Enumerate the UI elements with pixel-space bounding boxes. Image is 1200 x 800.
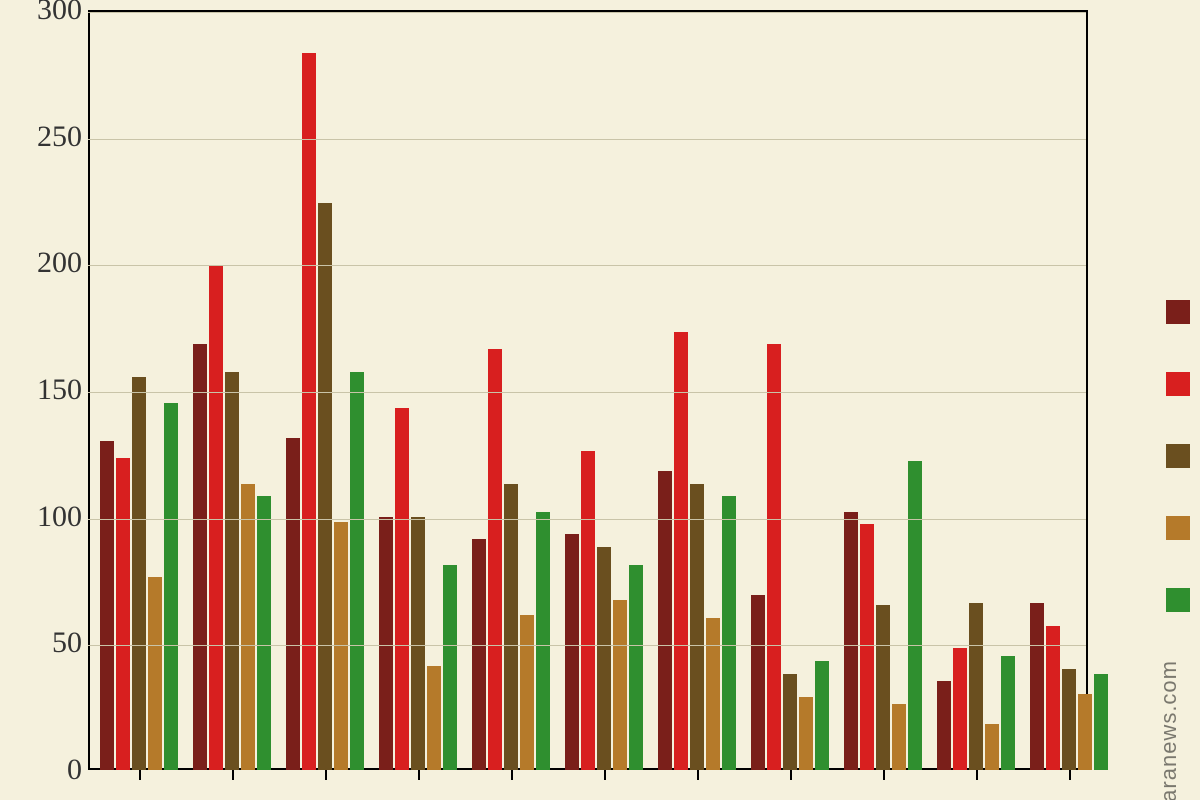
- bar: [1001, 656, 1015, 770]
- bar: [613, 600, 627, 770]
- grid-line: [88, 139, 1086, 140]
- watermark-text: www.antaranews.com: [1156, 660, 1182, 800]
- bar: [257, 496, 271, 770]
- bar: [706, 618, 720, 770]
- chart-container: www.antaranews.com 0 50 100 150 200 250 300: [0, 0, 1200, 800]
- bar: [193, 344, 207, 770]
- legend-swatch: [1166, 372, 1190, 396]
- x-axis-tick: [697, 770, 699, 780]
- bar: [581, 451, 595, 770]
- x-axis-tick: [325, 770, 327, 780]
- bar: [318, 203, 332, 770]
- legend-swatch: [1166, 300, 1190, 324]
- bar: [892, 704, 906, 770]
- bars-layer: [88, 12, 1086, 770]
- y-axis-label: 100: [2, 500, 82, 534]
- x-axis-tick: [790, 770, 792, 780]
- y-axis-label: 150: [2, 373, 82, 407]
- bar: [985, 724, 999, 770]
- bar: [350, 372, 364, 770]
- x-axis-tick: [139, 770, 141, 780]
- grid-line: [88, 519, 1086, 520]
- bar: [427, 666, 441, 770]
- bar: [443, 565, 457, 770]
- x-axis-tick: [232, 770, 234, 780]
- bar: [488, 349, 502, 770]
- bar: [876, 605, 890, 770]
- bar: [100, 441, 114, 770]
- bar: [690, 484, 704, 770]
- bar: [132, 377, 146, 770]
- grid-line: [88, 392, 1086, 393]
- grid-line: [88, 12, 1086, 13]
- y-axis-label: 50: [2, 626, 82, 660]
- bar: [1046, 626, 1060, 770]
- bar: [953, 648, 967, 770]
- bar: [116, 458, 130, 770]
- bar: [504, 484, 518, 770]
- x-axis-tick: [976, 770, 978, 780]
- legend: [1166, 300, 1190, 612]
- bar: [815, 661, 829, 770]
- bar: [536, 512, 550, 770]
- bar: [395, 408, 409, 770]
- bar: [1062, 669, 1076, 770]
- bar: [520, 615, 534, 770]
- x-axis-tick: [1069, 770, 1071, 780]
- bar: [674, 332, 688, 770]
- bar: [472, 539, 486, 770]
- bar: [379, 517, 393, 770]
- bar: [225, 372, 239, 770]
- bar: [302, 53, 316, 770]
- bar: [148, 577, 162, 770]
- bar: [658, 471, 672, 770]
- y-axis-label: 300: [2, 0, 82, 27]
- bar: [565, 534, 579, 770]
- bar: [969, 603, 983, 770]
- y-axis-label: 200: [2, 246, 82, 280]
- x-axis-tick: [604, 770, 606, 780]
- y-axis-label: 0: [2, 753, 82, 787]
- bar: [629, 565, 643, 770]
- bar: [286, 438, 300, 770]
- legend-swatch: [1166, 516, 1190, 540]
- x-axis-tick: [418, 770, 420, 780]
- bar: [860, 524, 874, 770]
- bar: [1094, 674, 1108, 770]
- bar: [844, 512, 858, 770]
- x-axis-tick: [883, 770, 885, 780]
- plot-area: [88, 10, 1088, 770]
- bar: [411, 517, 425, 770]
- y-axis-label: 250: [2, 120, 82, 154]
- bar: [767, 344, 781, 770]
- bar: [597, 547, 611, 770]
- bar: [751, 595, 765, 770]
- legend-swatch: [1166, 444, 1190, 468]
- bar: [722, 496, 736, 770]
- bar: [1078, 694, 1092, 770]
- legend-swatch: [1166, 588, 1190, 612]
- x-axis-tick: [511, 770, 513, 780]
- grid-line: [88, 645, 1086, 646]
- bar: [783, 674, 797, 770]
- bar: [1030, 603, 1044, 770]
- grid-line: [88, 265, 1086, 266]
- bar: [164, 403, 178, 770]
- bar: [799, 697, 813, 770]
- bar: [241, 484, 255, 770]
- bar: [908, 461, 922, 770]
- bar: [937, 681, 951, 770]
